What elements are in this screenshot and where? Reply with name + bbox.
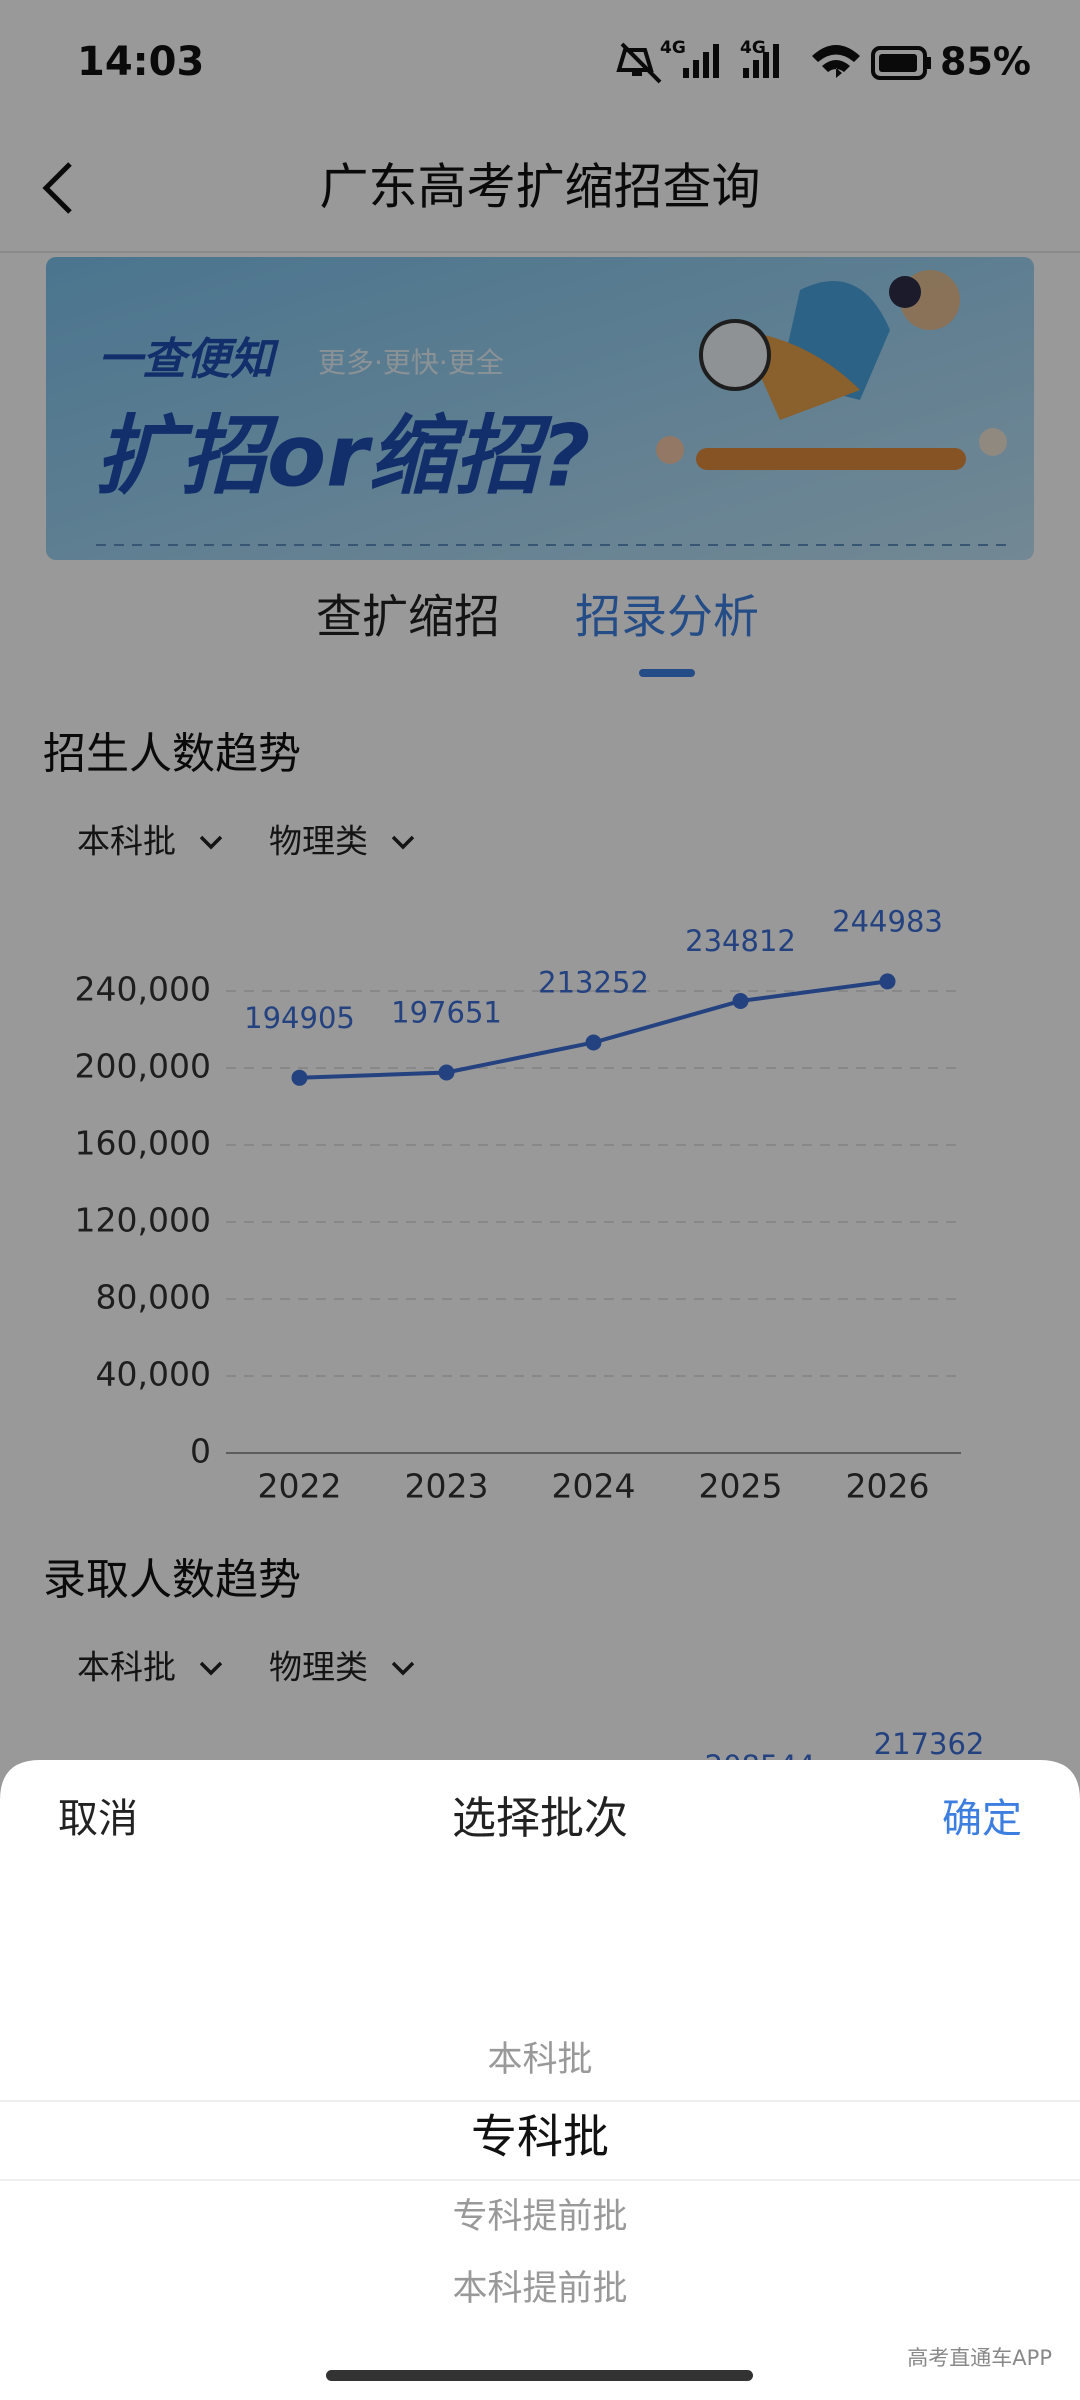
picker-option[interactable]: 本科批 bbox=[487, 2040, 592, 2080]
y-tick-label: 120,000 bbox=[75, 1201, 211, 1240]
filter-dropdown[interactable]: 物理类 bbox=[269, 1648, 368, 1687]
x-tick-label: 2025 bbox=[699, 1467, 783, 1506]
tab-indicator bbox=[639, 669, 695, 677]
home-indicator bbox=[326, 2370, 753, 2381]
data-point bbox=[291, 1069, 308, 1086]
cancel-button[interactable]: 取消 bbox=[58, 1796, 138, 1842]
y-tick-label: 240,000 bbox=[75, 970, 211, 1009]
data-label: 208544 bbox=[705, 1749, 816, 1783]
dropdown-arrow bbox=[391, 835, 415, 850]
data-point bbox=[732, 992, 749, 1009]
bottom-sheet bbox=[0, 1760, 1080, 2400]
watermark: 高考直通车APP bbox=[907, 2346, 1052, 2370]
x-tick-label: 2022 bbox=[258, 1467, 342, 1506]
y-tick-label: 80,000 bbox=[96, 1278, 211, 1317]
data-label: 244983 bbox=[832, 904, 943, 938]
dropdown-arrow bbox=[199, 835, 223, 850]
network-label: 4G bbox=[740, 38, 766, 58]
picker-option[interactable]: 本科提前批 bbox=[452, 2269, 627, 2309]
sheet-title: 选择批次 bbox=[452, 1793, 628, 1844]
y-tick-label: 40,000 bbox=[96, 1355, 211, 1394]
y-tick-label: 0 bbox=[190, 1432, 211, 1471]
filter-dropdown[interactable]: 本科批 bbox=[77, 822, 176, 861]
data-point bbox=[585, 1034, 602, 1051]
data-label: 194905 bbox=[244, 1001, 355, 1035]
banner[interactable] bbox=[46, 257, 1034, 560]
confirm-button[interactable]: 确定 bbox=[942, 1796, 1022, 1842]
data-point bbox=[438, 1064, 455, 1081]
tab[interactable]: 招录分析 bbox=[575, 590, 759, 644]
section-title: 录取人数趋势 bbox=[43, 1556, 301, 1606]
y-tick-label: 160,000 bbox=[75, 1124, 211, 1163]
data-label: 217362 bbox=[874, 1727, 985, 1761]
status-icons bbox=[616, 42, 931, 84]
battery-level: 85% bbox=[940, 40, 1031, 84]
page-title: 广东高考扩缩招查询 bbox=[319, 159, 760, 216]
tab[interactable]: 查扩缩招 bbox=[316, 590, 500, 644]
picker-option[interactable]: 专科提前批 bbox=[452, 2197, 627, 2237]
status-time: 14:03 bbox=[77, 39, 204, 85]
dropdown-arrow bbox=[199, 1661, 223, 1676]
network-label: 4G bbox=[660, 38, 686, 58]
filter-dropdown[interactable]: 物理类 bbox=[269, 822, 368, 861]
filter-dropdown[interactable]: 本科批 bbox=[77, 1648, 176, 1687]
x-tick-label: 2024 bbox=[552, 1467, 636, 1506]
banner-headline: 扩招or缩招? bbox=[95, 406, 590, 506]
section-title: 招生人数趋势 bbox=[43, 730, 301, 780]
dropdown-arrow bbox=[391, 1661, 415, 1676]
banner-subtitle: 更多·更快·更全 bbox=[318, 346, 504, 379]
x-tick-label: 2023 bbox=[405, 1467, 489, 1506]
data-point bbox=[879, 973, 896, 990]
data-label: 213252 bbox=[538, 965, 649, 999]
y-tick-label: 200,000 bbox=[75, 1047, 211, 1086]
enrollment-chart: 0 40,000 80,000 120,000 160,000 200,000 240,00… bbox=[75, 904, 961, 1506]
x-tick-label: 2026 bbox=[846, 1467, 930, 1506]
picker-option[interactable]: 专科批 bbox=[471, 2110, 609, 2164]
data-label: 197651 bbox=[391, 996, 502, 1030]
banner-tagline: 一查便知 bbox=[98, 334, 280, 385]
back-button[interactable] bbox=[42, 162, 72, 214]
data-label: 234812 bbox=[685, 924, 796, 958]
